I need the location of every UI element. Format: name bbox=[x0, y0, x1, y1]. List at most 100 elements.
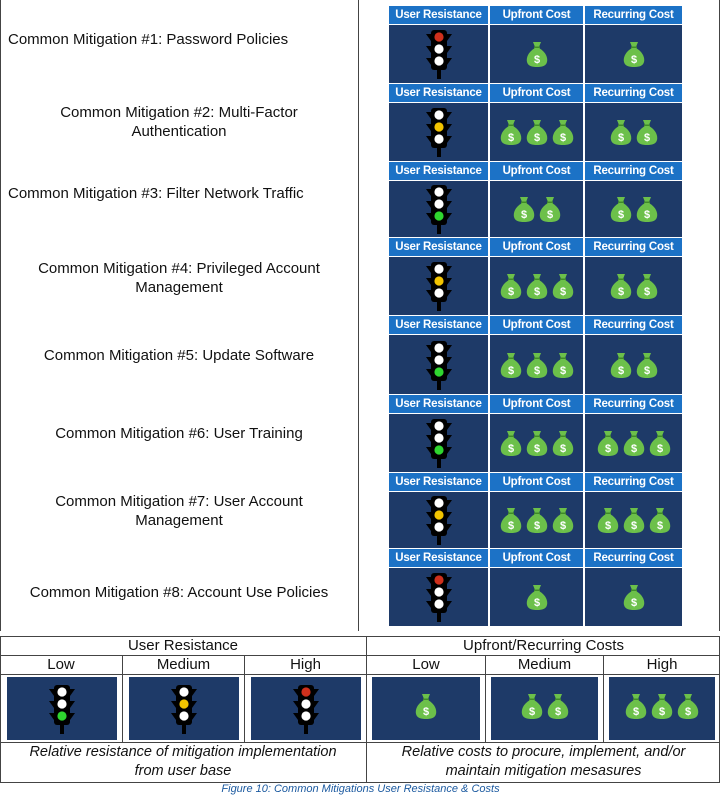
legend-caption-divider bbox=[0, 742, 720, 743]
mitigation-3-label: Common Mitigation #3: Filter Network Tra… bbox=[8, 184, 304, 202]
traffic-light-icon bbox=[389, 492, 488, 548]
money-bag-icon: $ bbox=[526, 351, 548, 379]
svg-text:$: $ bbox=[643, 286, 649, 298]
legend-title-divider bbox=[0, 655, 720, 656]
money-bag-icon: $ bbox=[649, 506, 671, 534]
svg-text:$: $ bbox=[656, 520, 662, 532]
mitigation-8-rating-block: User Resistance Upfront Cost $ Recurring Co… bbox=[389, 549, 682, 626]
money-bag-icon: $ bbox=[610, 272, 632, 300]
money-bag-icon: $ bbox=[500, 429, 522, 457]
money-bag-icon: $ bbox=[636, 195, 658, 223]
traffic-light-icon bbox=[7, 677, 117, 740]
upfront-cost-header: Upfront Cost bbox=[490, 549, 583, 567]
svg-text:$: $ bbox=[617, 132, 623, 144]
mitigation-1-rating-block: User Resistance Upfront Cost $ Recurring Co… bbox=[389, 6, 682, 83]
money-bag-icon: $ bbox=[552, 351, 574, 379]
traffic-light-icon bbox=[251, 677, 361, 740]
money-bag-icon: $ bbox=[636, 272, 658, 300]
money-bag-icon: $ bbox=[521, 692, 543, 725]
svg-text:$: $ bbox=[633, 706, 639, 718]
recurring-cost-header: Recurring Cost bbox=[585, 238, 682, 256]
money-bag-icon: $ bbox=[526, 118, 548, 146]
legend-border-bottom bbox=[0, 782, 720, 783]
money-bag-icon: $ bbox=[623, 429, 645, 457]
recurring-cost-header: Recurring Cost bbox=[585, 395, 682, 413]
svg-text:$: $ bbox=[559, 443, 565, 455]
money-bag-icon: $ bbox=[513, 195, 535, 223]
mitigation-2-rating-block: User Resistance Upfront Cost $ $ $ Recurring … bbox=[389, 84, 682, 161]
user-resistance-header: User Resistance bbox=[389, 84, 488, 102]
upfront-cost-cell: $ $ $ bbox=[490, 492, 583, 548]
svg-text:$: $ bbox=[617, 209, 623, 221]
svg-text:$: $ bbox=[559, 132, 565, 144]
legend-resistance-low: Low bbox=[47, 656, 75, 673]
upfront-cost-header: Upfront Cost bbox=[490, 395, 583, 413]
legend-center-divider bbox=[366, 636, 367, 783]
svg-text:$: $ bbox=[643, 132, 649, 144]
recurring-cost-cell: $ $ bbox=[585, 181, 682, 237]
legend-cost-cell: $ $ bbox=[491, 677, 598, 740]
money-bag-icon: $ bbox=[623, 40, 645, 68]
legend-cost-title: Upfront/Recurring Costs bbox=[463, 637, 624, 654]
money-bag-icon: $ bbox=[625, 692, 647, 725]
legend-border-top bbox=[0, 636, 720, 637]
mitigation-3-rating-block: User Resistance Upfront Cost $ $ Recurring C… bbox=[389, 162, 682, 237]
traffic-light-icon bbox=[389, 25, 488, 83]
legend-cost-cell: $ bbox=[372, 677, 480, 740]
svg-text:$: $ bbox=[507, 520, 513, 532]
money-bag-icon: $ bbox=[539, 195, 561, 223]
legend-border-left bbox=[0, 636, 1, 783]
svg-text:$: $ bbox=[533, 597, 539, 609]
svg-text:$: $ bbox=[630, 597, 636, 609]
recurring-cost-cell: $ bbox=[585, 25, 682, 83]
money-bag-icon: $ bbox=[636, 118, 658, 146]
svg-text:$: $ bbox=[604, 520, 610, 532]
svg-text:$: $ bbox=[617, 286, 623, 298]
recurring-cost-cell: $ $ $ bbox=[585, 414, 682, 472]
recurring-cost-cell: $ $ bbox=[585, 103, 682, 161]
traffic-light-icon bbox=[389, 568, 488, 626]
upfront-cost-cell: $ $ $ bbox=[490, 335, 583, 394]
money-bag-icon: $ bbox=[623, 583, 645, 611]
money-bag-icon: $ bbox=[597, 429, 619, 457]
legend-resistance-caption: Relative resistance of mitigation implem… bbox=[29, 744, 337, 779]
table-border-left bbox=[0, 0, 1, 631]
upfront-cost-cell: $ bbox=[490, 25, 583, 83]
money-bag-icon: $ bbox=[552, 118, 574, 146]
money-bag-icon: $ bbox=[526, 272, 548, 300]
traffic-light-icon bbox=[389, 103, 488, 161]
svg-text:$: $ bbox=[533, 132, 539, 144]
upfront-cost-cell: $ $ $ bbox=[490, 414, 583, 472]
legend-cost-medium: Medium bbox=[517, 656, 572, 673]
money-bag-icon: $ bbox=[552, 506, 574, 534]
figure-caption: Figure 10: Common Mitigations User Resis… bbox=[221, 783, 500, 795]
recurring-cost-cell: $ $ $ bbox=[585, 492, 682, 548]
legend-border-right bbox=[719, 636, 720, 783]
svg-text:$: $ bbox=[533, 54, 539, 66]
traffic-light-icon bbox=[389, 335, 488, 394]
mitigation-1-label: Common Mitigation #1: Password Policies bbox=[8, 30, 289, 48]
svg-text:$: $ bbox=[630, 520, 636, 532]
svg-text:$: $ bbox=[617, 365, 623, 377]
svg-text:$: $ bbox=[507, 132, 513, 144]
recurring-cost-cell: $ $ bbox=[585, 335, 682, 394]
money-bag-icon: $ bbox=[500, 351, 522, 379]
user-resistance-header: User Resistance bbox=[389, 238, 488, 256]
money-bag-icon: $ bbox=[526, 506, 548, 534]
mitigation-6-rating-block: User Resistance Upfront Cost $ $ $ Recurring … bbox=[389, 395, 682, 472]
money-bag-icon: $ bbox=[500, 272, 522, 300]
money-bag-icon: $ bbox=[623, 506, 645, 534]
legend-col-divider bbox=[603, 655, 604, 742]
svg-text:$: $ bbox=[559, 365, 565, 377]
money-bag-icon: $ bbox=[500, 118, 522, 146]
svg-text:$: $ bbox=[533, 520, 539, 532]
svg-text:$: $ bbox=[656, 443, 662, 455]
user-resistance-header: User Resistance bbox=[389, 473, 488, 491]
recurring-cost-header: Recurring Cost bbox=[585, 6, 682, 24]
svg-text:$: $ bbox=[559, 286, 565, 298]
money-bag-icon: $ bbox=[526, 429, 548, 457]
traffic-light-icon bbox=[389, 257, 488, 315]
table-border-right bbox=[719, 0, 720, 631]
money-bag-icon: $ bbox=[526, 40, 548, 68]
